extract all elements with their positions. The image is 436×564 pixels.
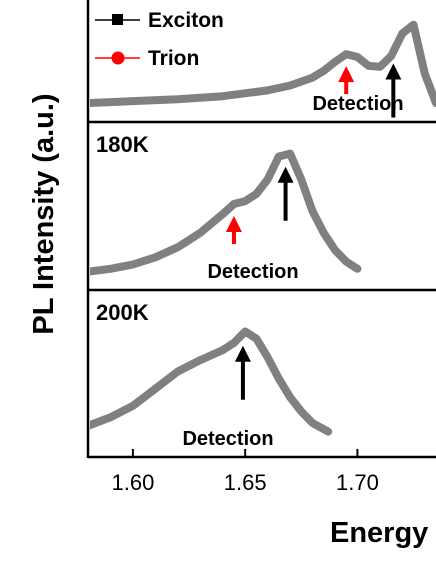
temperature-label: 200K (96, 300, 149, 325)
spectrum-curve (90, 20, 436, 108)
plot-frame (86, 0, 436, 459)
detection-label: Detection (207, 261, 298, 283)
y-axis-label: PL Intensity (a.u.) (28, 93, 60, 334)
panel-3: 200K Detection (90, 300, 333, 450)
legend: Exciton Trion (95, 9, 224, 70)
panel-1: Detection (90, 20, 436, 118)
panel-2: 180K Detection (90, 132, 362, 283)
trion-arrow (225, 216, 242, 244)
legend-entry-trion: Trion (95, 47, 199, 70)
x-ticks: 1.60 1.65 1.70 (111, 449, 379, 495)
spectrum-curve (90, 149, 362, 276)
arrow-head (385, 63, 402, 80)
legend-entry-exciton: Exciton (95, 9, 224, 32)
arrow-head (338, 66, 355, 83)
x-tick-label: 1.70 (336, 470, 379, 495)
trion-arrow (338, 66, 355, 95)
legend-trion-marker (111, 51, 125, 65)
arrow-head (277, 166, 294, 183)
arrow-head (234, 345, 251, 362)
legend-exciton-label: Exciton (148, 9, 224, 32)
x-tick-label: 1.65 (224, 470, 267, 495)
legend-exciton-marker (112, 14, 123, 25)
legend-trion-label: Trion (148, 47, 199, 70)
spectrum-curve (90, 327, 333, 436)
detection-label: Detection (182, 428, 273, 450)
exciton-arrow (277, 166, 294, 221)
x-tick-label: 1.60 (111, 470, 154, 495)
detection-label: Detection (312, 93, 403, 115)
exciton-arrow (234, 345, 251, 400)
x-axis-label: Energy (330, 517, 428, 549)
panels-layer: Detection 180K Detection 200K Detection (90, 20, 436, 450)
temperature-label: 180K (96, 132, 149, 157)
exciton-arrow (385, 63, 402, 118)
arrow-head (225, 216, 242, 232)
